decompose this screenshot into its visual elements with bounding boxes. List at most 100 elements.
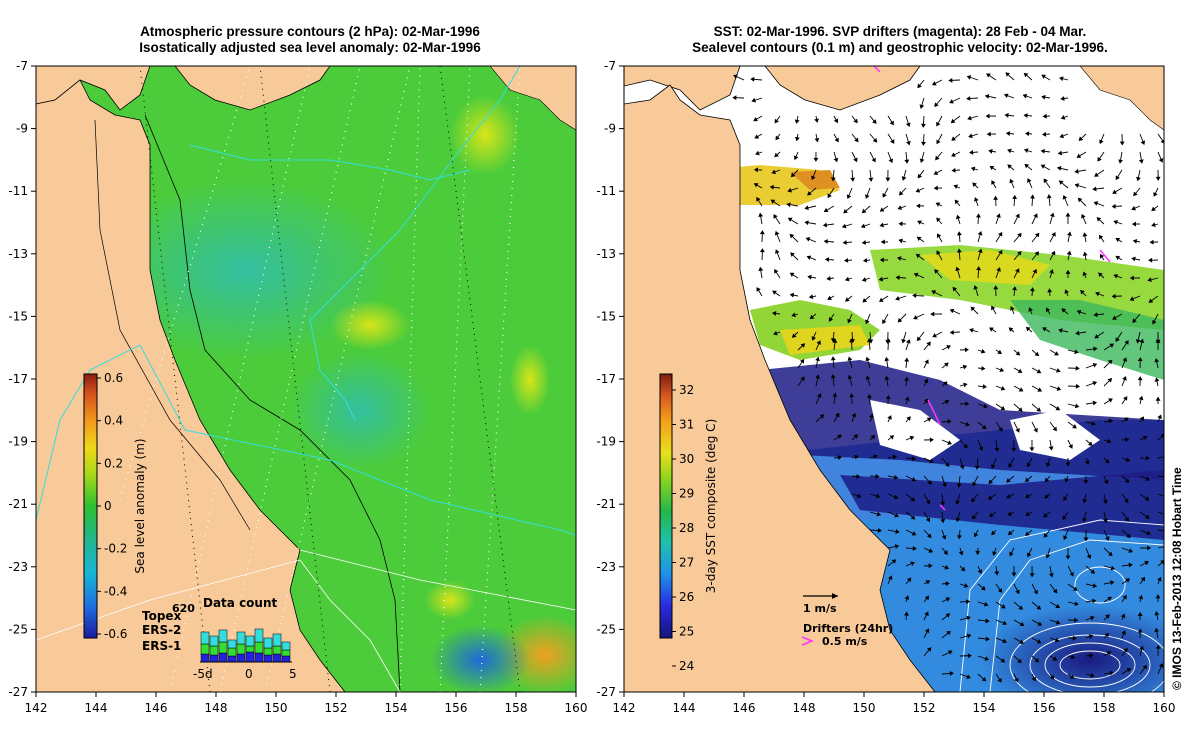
velocity-arrow-head bbox=[873, 454, 878, 460]
velocity-arrow-head bbox=[941, 535, 947, 540]
velocity-arrow-head bbox=[926, 417, 932, 422]
velocity-arrow-head bbox=[1157, 576, 1162, 582]
velocity-arrow-head bbox=[1074, 349, 1079, 355]
velocity-arrow-head bbox=[916, 236, 922, 242]
velocity-arrow-head bbox=[1002, 620, 1008, 626]
velocity-arrow-head bbox=[936, 250, 941, 256]
velocity-arrow-head bbox=[1137, 611, 1143, 617]
velocity-arrow-head bbox=[1074, 403, 1080, 409]
velocity-arrow-head bbox=[1040, 148, 1045, 154]
velocity-arrow-head bbox=[893, 474, 899, 480]
velocity-arrow-head bbox=[807, 191, 812, 196]
y-tick-label: -13 bbox=[8, 247, 28, 261]
velocity-arrow-head bbox=[853, 434, 859, 439]
velocity-arrow-head bbox=[867, 393, 872, 399]
velocity-arrow-head bbox=[1129, 275, 1134, 281]
velocity-arrow-head bbox=[1065, 269, 1071, 274]
velocity-arrow-head bbox=[1124, 498, 1129, 504]
velocity-arrow-head bbox=[912, 546, 917, 551]
velocity-arrow-head bbox=[915, 253, 921, 259]
velocity-arrow-head bbox=[826, 276, 831, 281]
velocity-arrow-head bbox=[963, 443, 968, 449]
new-guinea-land bbox=[624, 66, 741, 111]
velocity-arrow-head bbox=[1067, 231, 1072, 236]
velocity-arrow-head bbox=[991, 305, 996, 311]
velocity-arrow-head bbox=[927, 533, 932, 539]
velocity-arrow-head bbox=[828, 317, 834, 322]
velocity-arrow-head bbox=[1090, 615, 1095, 621]
velocity-arrow-head bbox=[1111, 293, 1116, 299]
velocity-arrow-head bbox=[917, 220, 922, 225]
velocity-arrow-head bbox=[889, 120, 894, 126]
velocity-arrow-head bbox=[1129, 296, 1135, 301]
velocity-arrow-head bbox=[977, 248, 983, 254]
velocity-arrow-head bbox=[1015, 589, 1020, 595]
y-tick-label: -7 bbox=[604, 59, 616, 73]
velocity-arrow-head bbox=[1046, 194, 1052, 199]
velocity-arrow-head bbox=[985, 636, 990, 642]
histogram-bar bbox=[236, 631, 246, 645]
velocity-arrow-head bbox=[772, 290, 777, 295]
velocity-arrow-head bbox=[1012, 286, 1018, 291]
velocity-arrow-head bbox=[983, 403, 988, 409]
colorbar-tick-label: 25 bbox=[679, 625, 694, 639]
velocity-arrow-head bbox=[1099, 139, 1104, 145]
velocity-arrow-head bbox=[994, 571, 1000, 576]
velocity-arrow-head bbox=[794, 136, 800, 142]
velocity-arrow-head bbox=[1078, 136, 1084, 141]
velocity-arrow-head bbox=[790, 172, 796, 178]
velocity-arrow-head bbox=[830, 374, 836, 379]
x-tick-label: 144 bbox=[85, 701, 108, 715]
velocity-arrow-head bbox=[966, 96, 971, 101]
velocity-arrow-head bbox=[1041, 94, 1046, 100]
velocity-arrow-head bbox=[966, 599, 971, 605]
velocity-arrow-head bbox=[853, 157, 858, 163]
velocity-arrow-head bbox=[1148, 257, 1153, 263]
velocity-arrow-head bbox=[952, 286, 958, 292]
y-tick-label: -23 bbox=[8, 560, 28, 574]
velocity-arrow-head bbox=[928, 548, 934, 553]
velocity-arrow-head bbox=[1074, 617, 1079, 623]
velocity-arrow-head bbox=[1125, 437, 1130, 443]
velocity-arrow-head bbox=[823, 239, 828, 244]
velocity-arrow-head bbox=[997, 349, 1002, 355]
sst-cold-core bbox=[980, 605, 1164, 692]
velocity-arrow-head bbox=[1005, 72, 1011, 77]
velocity-arrow-head bbox=[1081, 213, 1086, 219]
velocity-arrow-head bbox=[954, 199, 960, 205]
velocity-arrow-head bbox=[925, 580, 931, 585]
velocity-arrow-head bbox=[983, 601, 989, 607]
velocity-arrow-head bbox=[1144, 496, 1150, 501]
velocity-arrow-head bbox=[1106, 651, 1112, 656]
velocity-arrow-head bbox=[775, 135, 780, 141]
velocity-arrow-head bbox=[1049, 573, 1054, 578]
velocity-arrow-head bbox=[898, 238, 903, 244]
velocity-arrow-head bbox=[1076, 153, 1082, 158]
velocity-arrow-head bbox=[1008, 327, 1014, 332]
velocity-arrow-head bbox=[999, 367, 1005, 372]
velocity-arrow-head bbox=[835, 412, 840, 418]
velocity-arrow-head bbox=[830, 338, 836, 343]
velocity-arrow-head bbox=[1160, 434, 1164, 439]
sst-very-cool-band bbox=[840, 470, 1164, 540]
velocity-arrow-head bbox=[962, 364, 968, 370]
velocity-arrow-head bbox=[1045, 307, 1051, 313]
velocity-arrow-head bbox=[1028, 307, 1033, 312]
velocity-arrow-head bbox=[929, 458, 934, 464]
velocity-arrow-head bbox=[916, 336, 922, 342]
right-colorbar: 32 31 30 29 28 27 26 25 24 3-day SST composite (… bbox=[659, 373, 718, 673]
colorbar-tick-label: 29 bbox=[679, 487, 694, 501]
velocity-arrow-head bbox=[823, 207, 829, 213]
velocity-arrow-head bbox=[897, 256, 902, 261]
velocity-arrow-head bbox=[849, 338, 855, 343]
velocity-arrow-head bbox=[1026, 552, 1032, 558]
velocity-arrow-head bbox=[876, 511, 882, 517]
velocity-arrow-head bbox=[799, 358, 805, 364]
velocity-arrow-head bbox=[1145, 455, 1150, 461]
velocity-arrow-head bbox=[1023, 148, 1029, 154]
velocity-arrow-head bbox=[1034, 657, 1040, 663]
velocity-arrow-head bbox=[1049, 269, 1054, 274]
velocity-arrow-head bbox=[789, 292, 795, 298]
velocity-arrow-head bbox=[1010, 306, 1015, 311]
velocity-arrow-head bbox=[892, 454, 898, 460]
